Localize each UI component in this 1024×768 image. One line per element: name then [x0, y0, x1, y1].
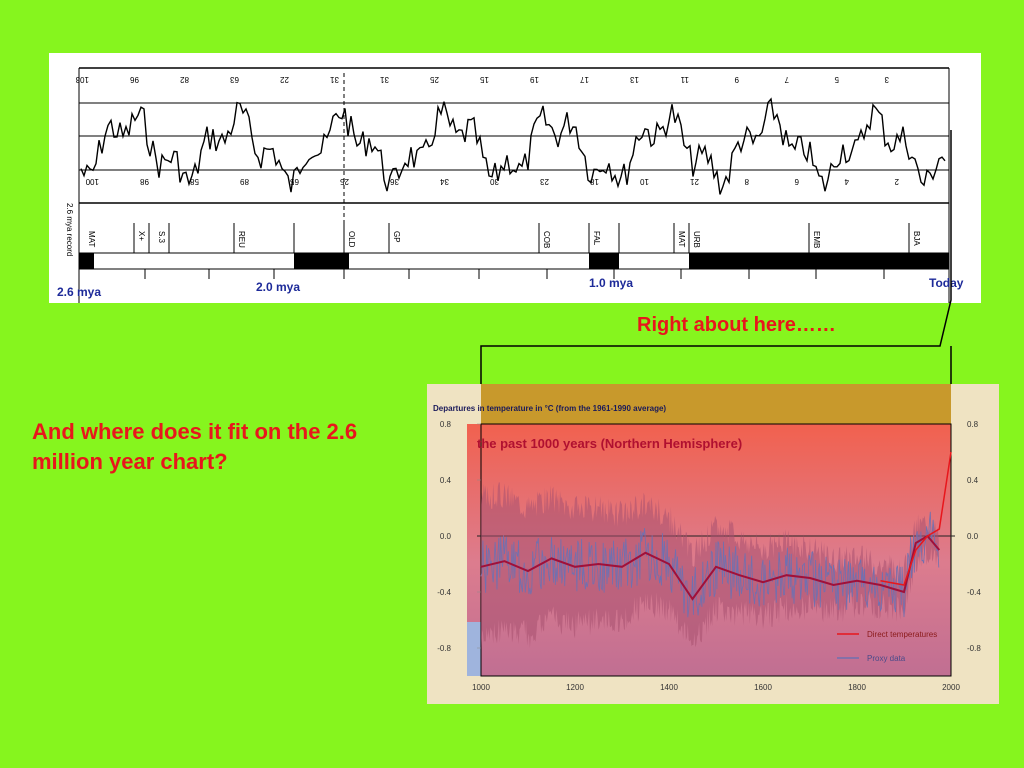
- label-today: Today: [929, 276, 964, 290]
- stage-number-bottom: 89: [240, 177, 249, 186]
- svg-text:X+: X+: [137, 231, 146, 241]
- svg-text:FAL: FAL: [592, 231, 601, 246]
- y-tick-label: 0.4: [440, 476, 452, 485]
- stage-number-bottom: 10: [640, 177, 649, 186]
- stage-number-bottom: 25: [340, 177, 349, 186]
- stage-number-top: 17: [580, 75, 589, 84]
- stage-number-top: 11: [680, 75, 689, 84]
- x-tick-label: 1400: [660, 683, 678, 692]
- stage-number-bottom: 6: [794, 177, 799, 186]
- pointer-text: Right about here……: [637, 314, 836, 336]
- svg-text:BJA: BJA: [912, 231, 921, 246]
- svg-text:OLD: OLD: [347, 231, 356, 248]
- legend-proxy-label: Proxy data: [867, 654, 906, 663]
- svg-text:URB: URB: [692, 231, 701, 248]
- x-tick-label: 1600: [754, 683, 772, 692]
- y-tick-label: 0.8: [967, 420, 979, 429]
- stage-number-top: 19: [530, 75, 539, 84]
- x-tick-label: 1800: [848, 683, 866, 692]
- question-text: And where does it fit on the 2.6 million…: [32, 419, 358, 474]
- label-2-0-mya: 2.0 mya: [256, 280, 301, 294]
- stage-number-bottom: 34: [440, 177, 449, 186]
- glacial-cycle-svg: 2.6 mya record MAT: [65, 67, 950, 303]
- stage-number-bottom: 30: [490, 177, 499, 186]
- stage-number-top: 13: [630, 75, 639, 84]
- stage-number-top: 63: [230, 75, 239, 84]
- stage-number-top: 22: [280, 75, 289, 84]
- stage-number-bottom: 58: [190, 177, 199, 186]
- svg-text:EMB: EMB: [812, 231, 821, 248]
- stage-number-top: 31: [330, 75, 339, 84]
- stage-number-top: 31: [380, 75, 389, 84]
- svg-text:MAT: MAT: [677, 231, 686, 247]
- stage-number-top: 103: [75, 75, 89, 84]
- stage-number-bottom: 8: [744, 177, 749, 186]
- stage-number-top: 96: [130, 75, 139, 84]
- legend-direct-label: Direct temperatures: [867, 630, 937, 639]
- svg-text:GP: GP: [392, 231, 401, 243]
- y-tick-label: -0.8: [437, 644, 451, 653]
- x-tick-label: 1200: [566, 683, 584, 692]
- millennium-temperature-chart: Departures in temperature in °C (from th…: [427, 384, 999, 704]
- svg-text:REU: REU: [237, 231, 246, 248]
- stage-number-bottom: 36: [390, 177, 399, 186]
- svg-text:S.3: S.3: [157, 231, 166, 244]
- stage-number-top: 5: [834, 75, 839, 84]
- y-tick-label: 0.0: [440, 532, 452, 541]
- oxygen-isotope-curve: [80, 97, 946, 195]
- stage-number-bottom: 65: [290, 177, 299, 186]
- stage-number-bottom: 21: [690, 177, 699, 186]
- svg-text:MAT: MAT: [87, 231, 96, 247]
- stage-number-top: 9: [734, 75, 739, 84]
- stage-number-bottom: 23: [540, 177, 549, 186]
- svg-text:2.6 mya record: 2.6 mya record: [65, 203, 74, 256]
- stage-number-bottom: 4: [844, 177, 849, 186]
- y-tick-label: 0.8: [440, 420, 452, 429]
- stage-number-bottom: 100: [85, 177, 99, 186]
- y-tick-label: -0.4: [967, 588, 981, 597]
- chart-subtitle: the past 1000 years (Northern Hemisphere…: [477, 436, 742, 451]
- stage-number-bottom: 18: [590, 177, 599, 186]
- chart-title: Departures in temperature in °C (from th…: [433, 404, 666, 413]
- stage-number-top: 82: [180, 75, 189, 84]
- y-tick-label: 0.0: [967, 532, 979, 541]
- svg-text:COB: COB: [542, 231, 551, 248]
- stage-number-top: 7: [784, 75, 789, 84]
- stage-number-top: 15: [480, 75, 489, 84]
- stage-number-top: 25: [430, 75, 439, 84]
- x-tick-label: 1000: [472, 683, 490, 692]
- y-tick-label: -0.4: [437, 588, 451, 597]
- label-1-0-mya: 1.0 mya: [589, 276, 634, 290]
- y-tick-label: 0.4: [967, 476, 979, 485]
- stage-number-bottom: 2: [894, 177, 899, 186]
- x-tick-label: 2000: [942, 683, 960, 692]
- label-2-6-mya: 2.6 mya: [57, 285, 102, 299]
- y-tick-label: -0.8: [967, 644, 981, 653]
- millennium-svg: Departures in temperature in °C (from th…: [427, 384, 999, 704]
- stage-number-top: 3: [884, 75, 889, 84]
- glacial-cycle-chart: 2.6 mya record MAT: [49, 53, 981, 303]
- stage-number-bottom: 98: [140, 177, 149, 186]
